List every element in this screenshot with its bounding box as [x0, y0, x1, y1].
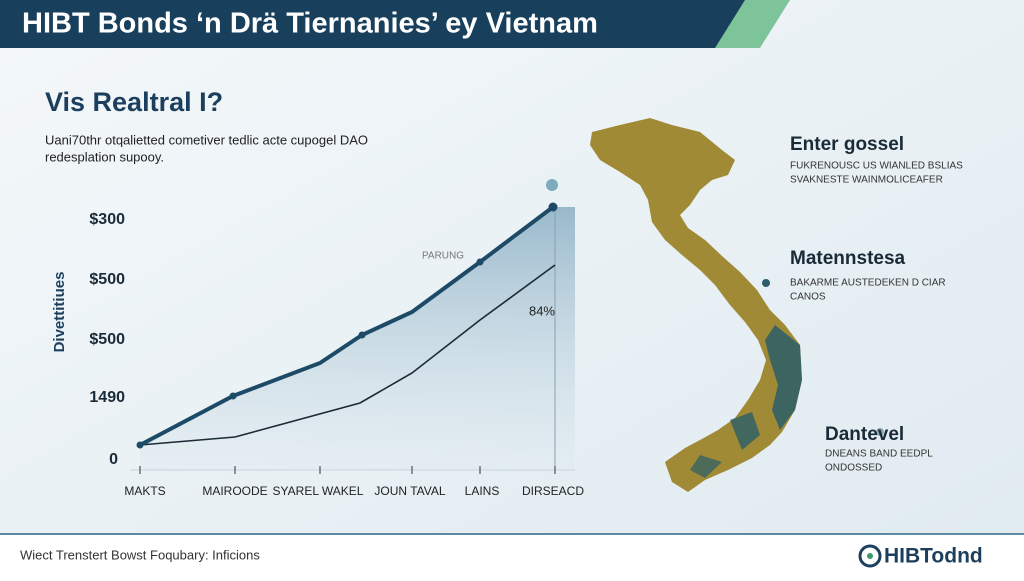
footer-bar [0, 534, 1024, 576]
map-label-title: Matennstesa [790, 248, 906, 269]
intro-text: redesplation supooy. [45, 149, 164, 164]
map-shape [590, 118, 802, 492]
x-ticks [139, 466, 556, 474]
map-label-text: DNEANS BAND EEDPL [825, 449, 933, 460]
footer-logo: HIBTodnd [884, 545, 983, 568]
y-tick-labels: $300 $500 $500 1490 0 [89, 211, 125, 468]
intro-heading: Vis Realtral I? [45, 87, 223, 117]
line-point [476, 258, 484, 266]
map-label-text: ONDOSSED [825, 463, 882, 474]
y-axis-title: Divettitiues [51, 272, 68, 353]
map-region [730, 412, 760, 450]
line-point [358, 331, 366, 339]
secondary-line [139, 264, 556, 446]
x-tick-label: SYAREL WAKEL [273, 484, 364, 498]
x-tick-label: DIRSEACD [522, 484, 584, 498]
highlight-dot [546, 179, 558, 191]
annotation: 84% [529, 303, 555, 318]
map-marker [762, 279, 770, 287]
logo-icon-dot [867, 553, 873, 559]
x-tick-label: MAIROODE [202, 484, 267, 498]
x-tick-label: MAKTS [124, 484, 165, 498]
x-tick-labels: MAKTS MAIROODE SYAREL WAKEL JOUN TAVAL L… [124, 484, 584, 498]
y-tick-label: $500 [89, 331, 125, 348]
y-tick-label: 0 [109, 451, 118, 468]
intro-text: Uani70thr otqalietted cometiver tedlic a… [45, 132, 368, 147]
y-tick-label: $500 [89, 271, 125, 288]
map-region [690, 455, 722, 478]
y-tick-label: $300 [89, 211, 125, 228]
map-label-text: FUKRENOUSC US WIANLED BSLIAS [790, 161, 963, 172]
map-label-title: Enter gossel [790, 134, 904, 155]
map-labels: Enter gossel FUKRENOUSC US WIANLED BSLIA… [790, 134, 963, 474]
x-tick-label: JOUN TAVAL [374, 484, 445, 498]
vietnam-map [590, 118, 884, 492]
map-label-text: BAKARME AUSTEDEKEN D CIAR [790, 278, 946, 289]
x-tick-label: LAINS [465, 484, 500, 498]
line-point [136, 441, 144, 449]
line-point [229, 392, 237, 400]
footer-caption: Wiect Trenstert Bowst Foqubary: Inficion… [20, 547, 260, 562]
map-label-title: Dantevel [825, 424, 904, 445]
y-tick-label: 1490 [89, 389, 125, 406]
map-region [765, 325, 802, 430]
map-label-text: SVAKNESTE WAINMOLICEAFER [790, 175, 943, 186]
line-point [548, 202, 558, 212]
map-label-text: CANOS [790, 292, 826, 303]
line-points [136, 202, 558, 449]
header-title: HIBT Bonds ‘n Drä Tiernanies’ ey Vietnam [22, 8, 598, 40]
annotation: PARUNG [422, 251, 464, 262]
map-marker [876, 428, 884, 436]
header-bar [0, 0, 745, 48]
logo-icon [858, 544, 882, 568]
line-chart: Divettitiues $300 $500 $500 1490 0 MAKTS… [51, 179, 584, 498]
